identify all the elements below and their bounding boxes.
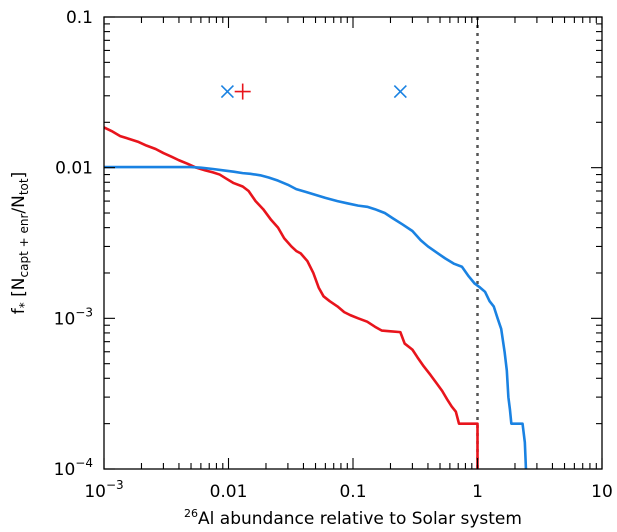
x-tick-label: 0.01 xyxy=(210,482,248,502)
y-axis-label-main: f xyxy=(9,307,29,314)
y-tick-label: 0.1 xyxy=(66,8,93,28)
series-line-2 xyxy=(104,165,528,469)
plot-content xyxy=(104,17,528,469)
y-axis-label-open: [N xyxy=(9,277,29,296)
y-tick-label: 10−4 xyxy=(54,456,93,480)
marker-x-1 xyxy=(220,84,234,99)
x-tick-label: 10 xyxy=(591,482,613,502)
x-tick-label: 10−3 xyxy=(84,478,123,502)
y-axis-label-sub2: tot xyxy=(17,178,31,195)
x-tick-label: 1 xyxy=(472,482,483,502)
marker-x-3 xyxy=(393,84,407,99)
y-axis-label-close: ] xyxy=(9,172,29,179)
y-axis-label: f* [Ncapt + enr/Ntot] xyxy=(9,172,31,315)
y-tick-label: 10−3 xyxy=(54,305,93,329)
y-axis-label-sub1: capt + enr xyxy=(17,214,31,278)
y-axis-label-slash: /N xyxy=(9,195,29,213)
y-axis-label-star: * xyxy=(17,302,31,308)
x-tick-label: 0.1 xyxy=(339,482,366,502)
plot-frame xyxy=(103,16,603,470)
marker-plus-2 xyxy=(234,83,251,100)
series-line-1 xyxy=(104,126,479,469)
axis-ticks xyxy=(103,16,603,470)
x-axis-label-sup: 26 xyxy=(184,507,198,520)
x-axis-label: 26Al abundance relative to Solar system xyxy=(184,507,522,529)
y-tick-label: 0.01 xyxy=(55,159,93,179)
x-axis-label-text: Al abundance relative to Solar system xyxy=(198,509,522,529)
